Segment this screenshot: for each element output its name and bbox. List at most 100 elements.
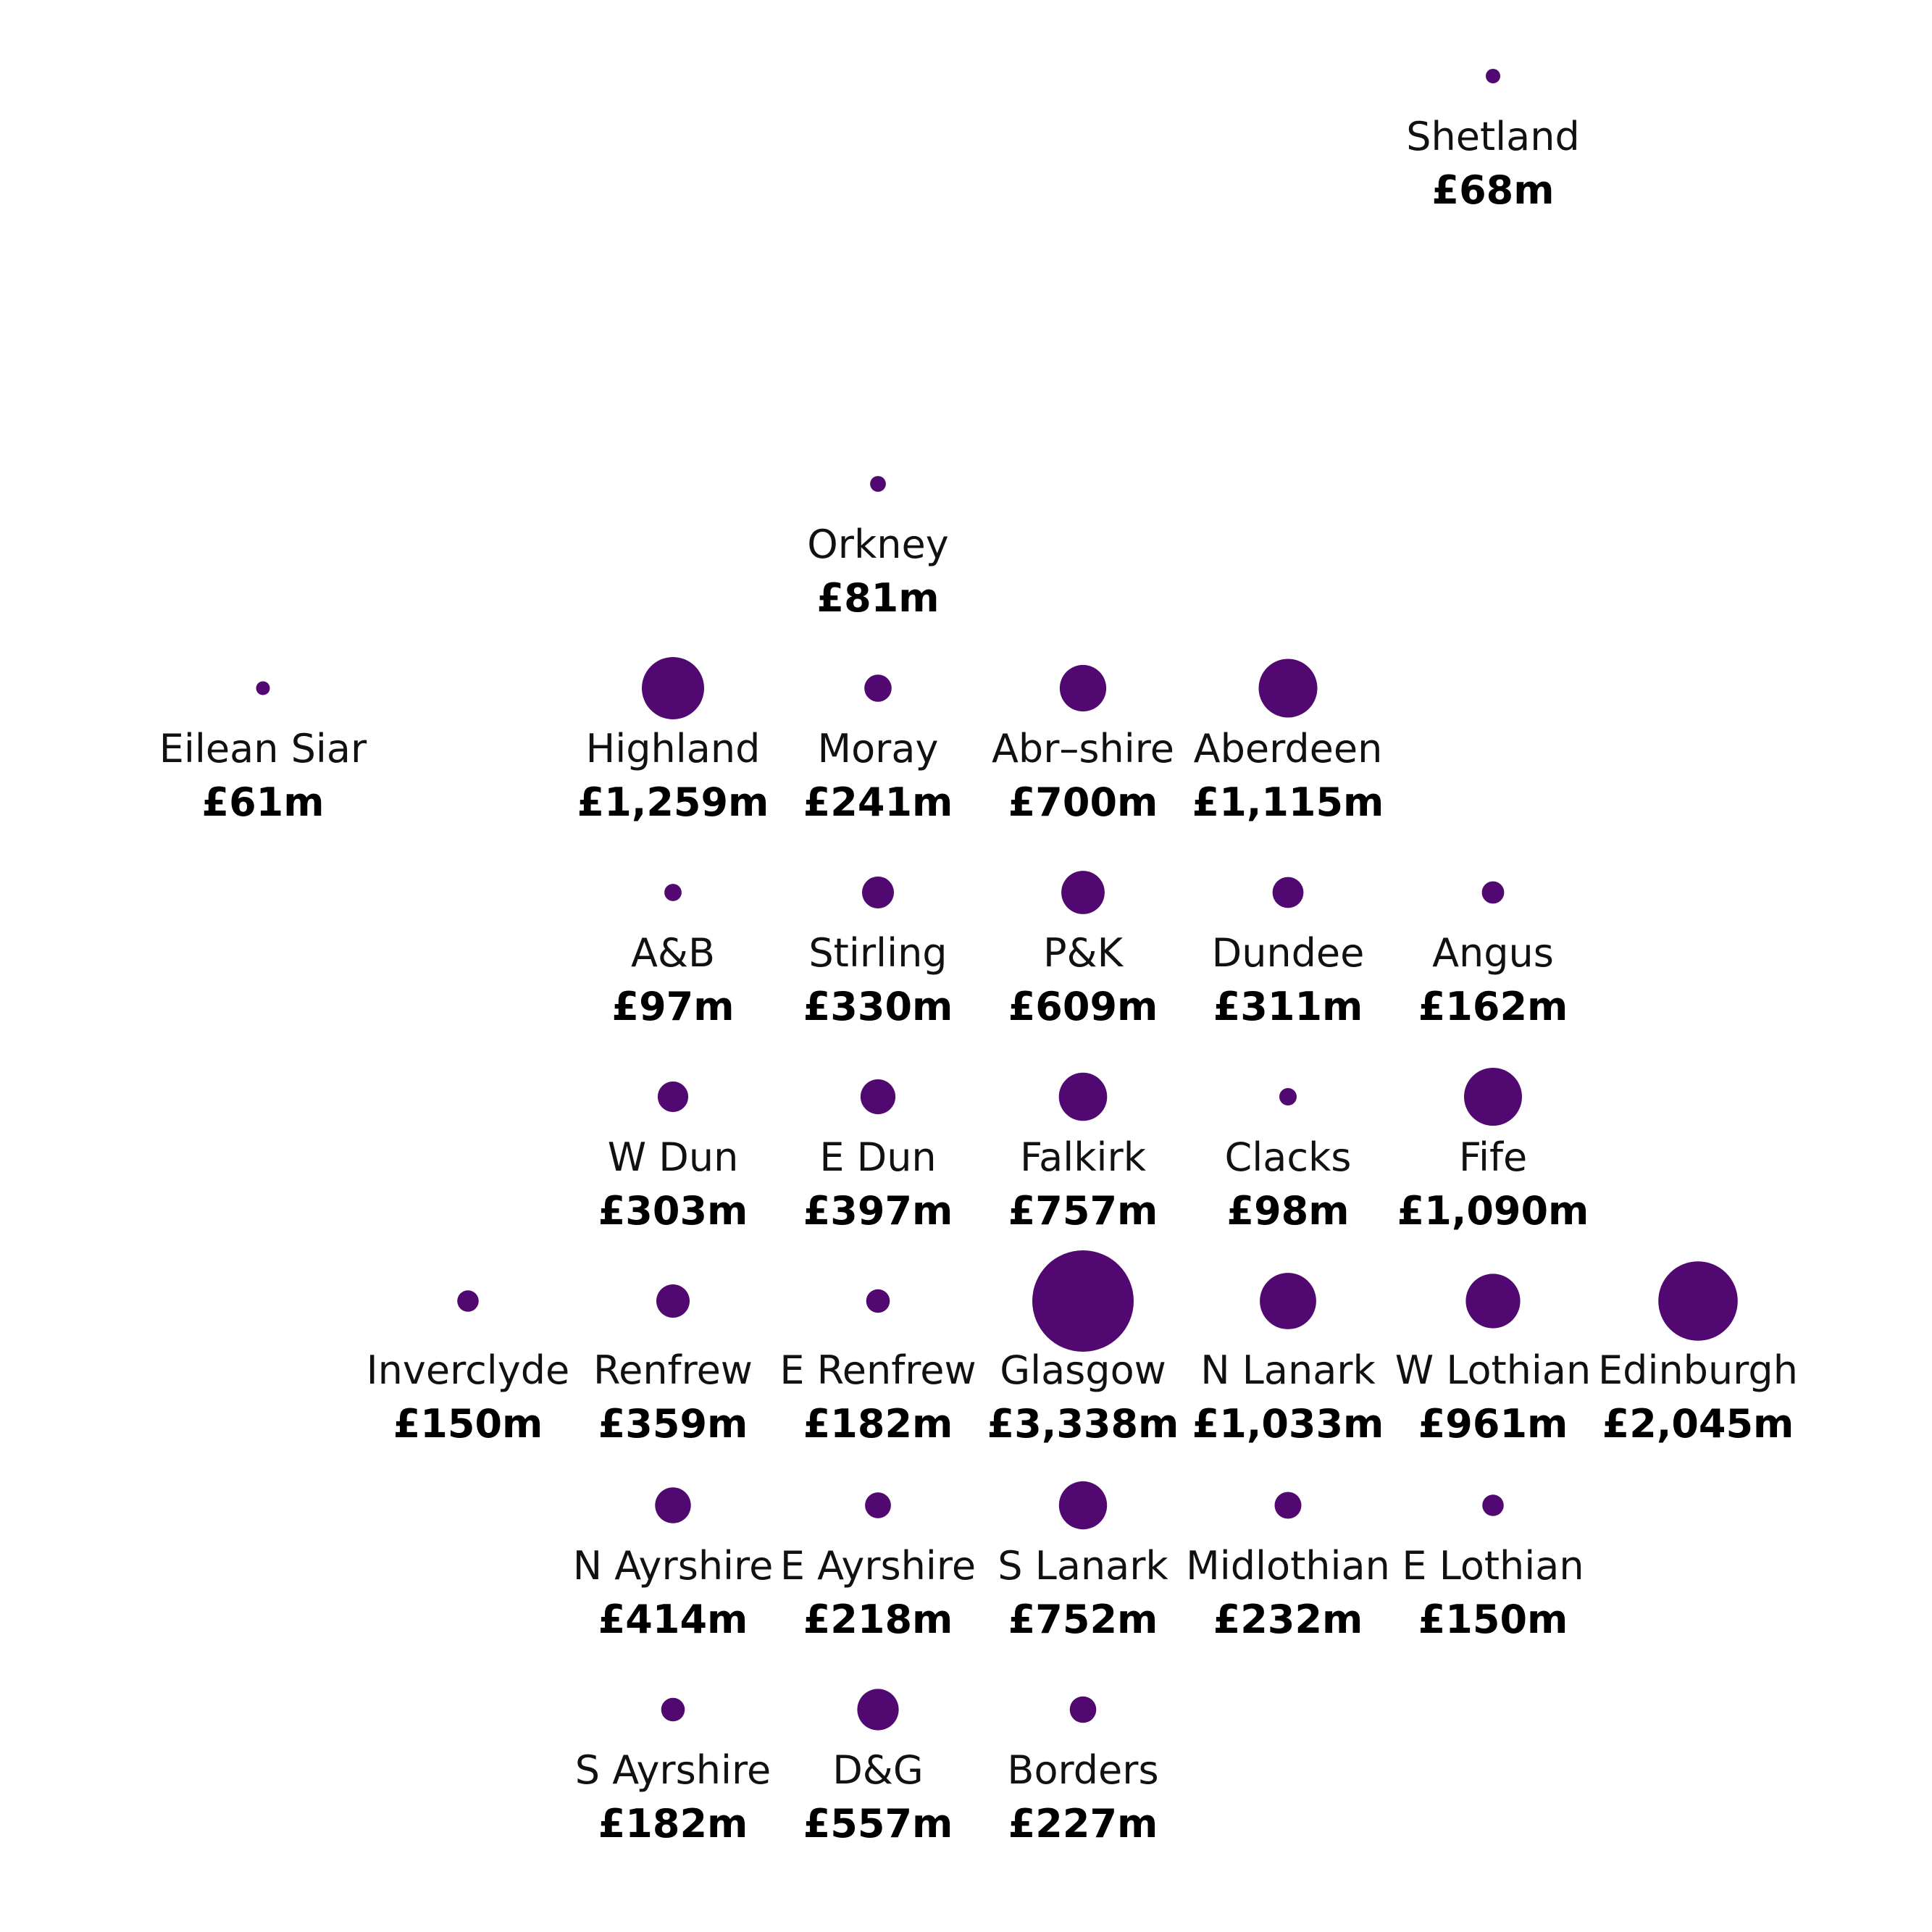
- area-name-label: Shetland: [1406, 114, 1580, 159]
- area-aandb: A&B £97m: [612, 884, 735, 1029]
- area-stirling: Stirling £330m: [803, 877, 953, 1029]
- area-angus: Angus £162m: [1418, 881, 1568, 1029]
- area-value-label: £1,090m: [1397, 1188, 1589, 1234]
- area-name-label: Edinburgh: [1598, 1347, 1798, 1393]
- area-value-label: £700m: [1008, 779, 1158, 825]
- area-value-label: £330m: [803, 984, 953, 1029]
- area-value-label: £150m: [1418, 1597, 1568, 1642]
- bubble-inverclyde: [457, 1290, 479, 1312]
- area-value-label: £752m: [1008, 1597, 1158, 1642]
- area-name-label: Midlothian: [1186, 1543, 1390, 1589]
- area-name-label: Moray: [818, 726, 939, 771]
- bubble-abr-shire: [1059, 664, 1107, 712]
- area-name-label: E Lothian: [1402, 1543, 1584, 1589]
- bubble-e-lothian: [1482, 1494, 1504, 1516]
- bubble-e-dun: [860, 1079, 896, 1115]
- area-value-label: £218m: [803, 1597, 953, 1642]
- area-name-label: W Lothian: [1395, 1347, 1591, 1393]
- area-name-label: Borders: [1007, 1747, 1158, 1793]
- area-value-label: £97m: [612, 984, 735, 1029]
- area-name-label: N Ayrshire: [573, 1543, 774, 1589]
- area-value-label: £303m: [598, 1188, 748, 1234]
- area-name-label: S Lanark: [998, 1543, 1168, 1589]
- area-name-label: Stirling: [808, 930, 947, 976]
- area-s-ayrshire: S Ayrshire £182m: [575, 1697, 771, 1847]
- area-glasgow: Glasgow £3,338m: [987, 1250, 1179, 1447]
- area-name-label: D&G: [832, 1747, 924, 1793]
- bubble-moray: [864, 674, 892, 702]
- bubble-eilean-siar: [256, 681, 270, 695]
- bubble-edinburgh: [1658, 1261, 1738, 1341]
- area-value-label: £241m: [803, 779, 953, 825]
- area-s-lanark: S Lanark £752m: [998, 1481, 1168, 1642]
- area-value-label: £757m: [1008, 1188, 1158, 1234]
- area-value-label: £961m: [1418, 1401, 1568, 1447]
- bubble-n-lanark: [1260, 1273, 1316, 1329]
- bubble-aberdeen: [1258, 658, 1318, 718]
- bubble-clacks: [1279, 1088, 1297, 1105]
- area-name-label: Aberdeen: [1194, 726, 1383, 771]
- bubble-borders: [1069, 1696, 1097, 1723]
- area-name-label: P&K: [1043, 930, 1124, 976]
- area-name-label: A&B: [631, 930, 715, 976]
- area-value-label: £162m: [1418, 984, 1568, 1029]
- area-value-label: £182m: [803, 1401, 953, 1447]
- area-e-dun: E Dun £397m: [803, 1079, 953, 1234]
- area-value-label: £182m: [598, 1801, 748, 1847]
- area-name-label: Glasgow: [1000, 1347, 1166, 1393]
- area-value-label: £3,338m: [987, 1401, 1179, 1447]
- bubble-shetland: [1486, 69, 1500, 83]
- bubble-pandk: [1061, 871, 1105, 914]
- bubble-falkirk: [1058, 1072, 1108, 1121]
- area-value-label: £557m: [803, 1801, 953, 1847]
- area-w-lothian: W Lothian £961m: [1395, 1274, 1591, 1447]
- area-e-lothian: E Lothian £150m: [1402, 1494, 1584, 1642]
- area-value-label: £359m: [598, 1401, 748, 1447]
- area-pandk: P&K £609m: [1008, 871, 1158, 1029]
- area-dundee: Dundee £311m: [1212, 877, 1365, 1029]
- bubble-s-lanark: [1058, 1481, 1108, 1530]
- area-value-label: £2,045m: [1602, 1401, 1794, 1447]
- bubble-midlothian: [1274, 1492, 1302, 1519]
- bubble-glasgow: [1032, 1250, 1134, 1352]
- bubble-n-ayrshire: [655, 1487, 691, 1523]
- area-value-label: £150m: [393, 1401, 543, 1447]
- area-name-label: Orkney: [807, 522, 948, 567]
- area-name-label: Clacks: [1225, 1134, 1352, 1180]
- area-value-label: £232m: [1213, 1597, 1363, 1642]
- area-moray: Moray £241m: [803, 674, 953, 825]
- area-highland: Highland £1,259m: [577, 657, 769, 825]
- area-name-label: W Dun: [608, 1134, 739, 1180]
- bubble-w-lothian: [1465, 1274, 1521, 1329]
- area-name-label: Abr–shire: [992, 726, 1174, 771]
- area-name-label: Falkirk: [1020, 1134, 1147, 1180]
- area-value-label: £609m: [1008, 984, 1158, 1029]
- area-borders: Borders £227m: [1007, 1696, 1159, 1847]
- area-name-label: Dundee: [1212, 930, 1365, 976]
- area-value-label: £227m: [1008, 1801, 1158, 1847]
- area-shetland: Shetland £68m: [1406, 69, 1580, 213]
- area-fife: Fife £1,090m: [1397, 1068, 1589, 1234]
- area-falkirk: Falkirk £757m: [1008, 1072, 1158, 1234]
- area-inverclyde: Inverclyde £150m: [367, 1290, 570, 1447]
- bubble-fife: [1464, 1068, 1522, 1126]
- area-value-label: £98m: [1227, 1188, 1350, 1234]
- area-value-label: £1,115m: [1192, 779, 1384, 825]
- bubble-dundee: [1272, 877, 1304, 908]
- area-name-label: Inverclyde: [367, 1347, 570, 1393]
- area-clacks: Clacks £98m: [1225, 1088, 1352, 1234]
- area-orkney: Orkney £81m: [807, 476, 949, 621]
- area-n-ayrshire: N Ayrshire £414m: [573, 1487, 774, 1642]
- area-abr-shire: Abr–shire £700m: [992, 664, 1174, 825]
- area-edinburgh: Edinburgh £2,045m: [1598, 1261, 1798, 1447]
- area-value-label: £61m: [202, 779, 325, 825]
- area-name-label: E Renfrew: [779, 1347, 976, 1393]
- bubble-w-dun: [657, 1081, 689, 1113]
- area-value-label: £1,033m: [1192, 1401, 1384, 1447]
- area-value-label: £414m: [598, 1597, 748, 1642]
- area-dandg: D&G £557m: [803, 1689, 953, 1847]
- area-value-label: £397m: [803, 1188, 953, 1234]
- area-aberdeen: Aberdeen £1,115m: [1192, 658, 1384, 825]
- bubble-stirling: [862, 877, 894, 908]
